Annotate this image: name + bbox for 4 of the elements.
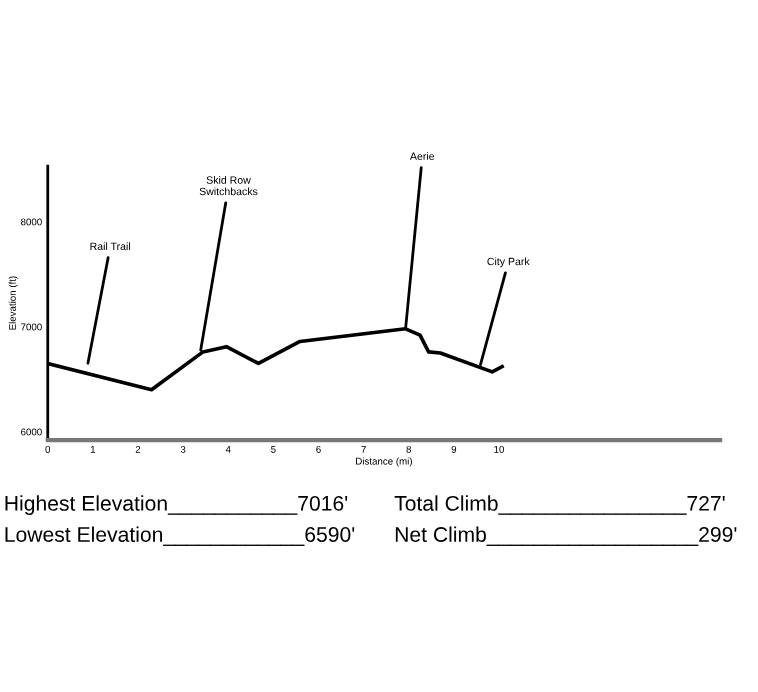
text: Total Climb________________727': [394, 495, 725, 515]
text: Lowest Elevation____________6590': [5, 526, 355, 546]
text: Net Climb__________________299': [395, 526, 737, 546]
text: Highest Elevation___________7016': [5, 495, 348, 515]
